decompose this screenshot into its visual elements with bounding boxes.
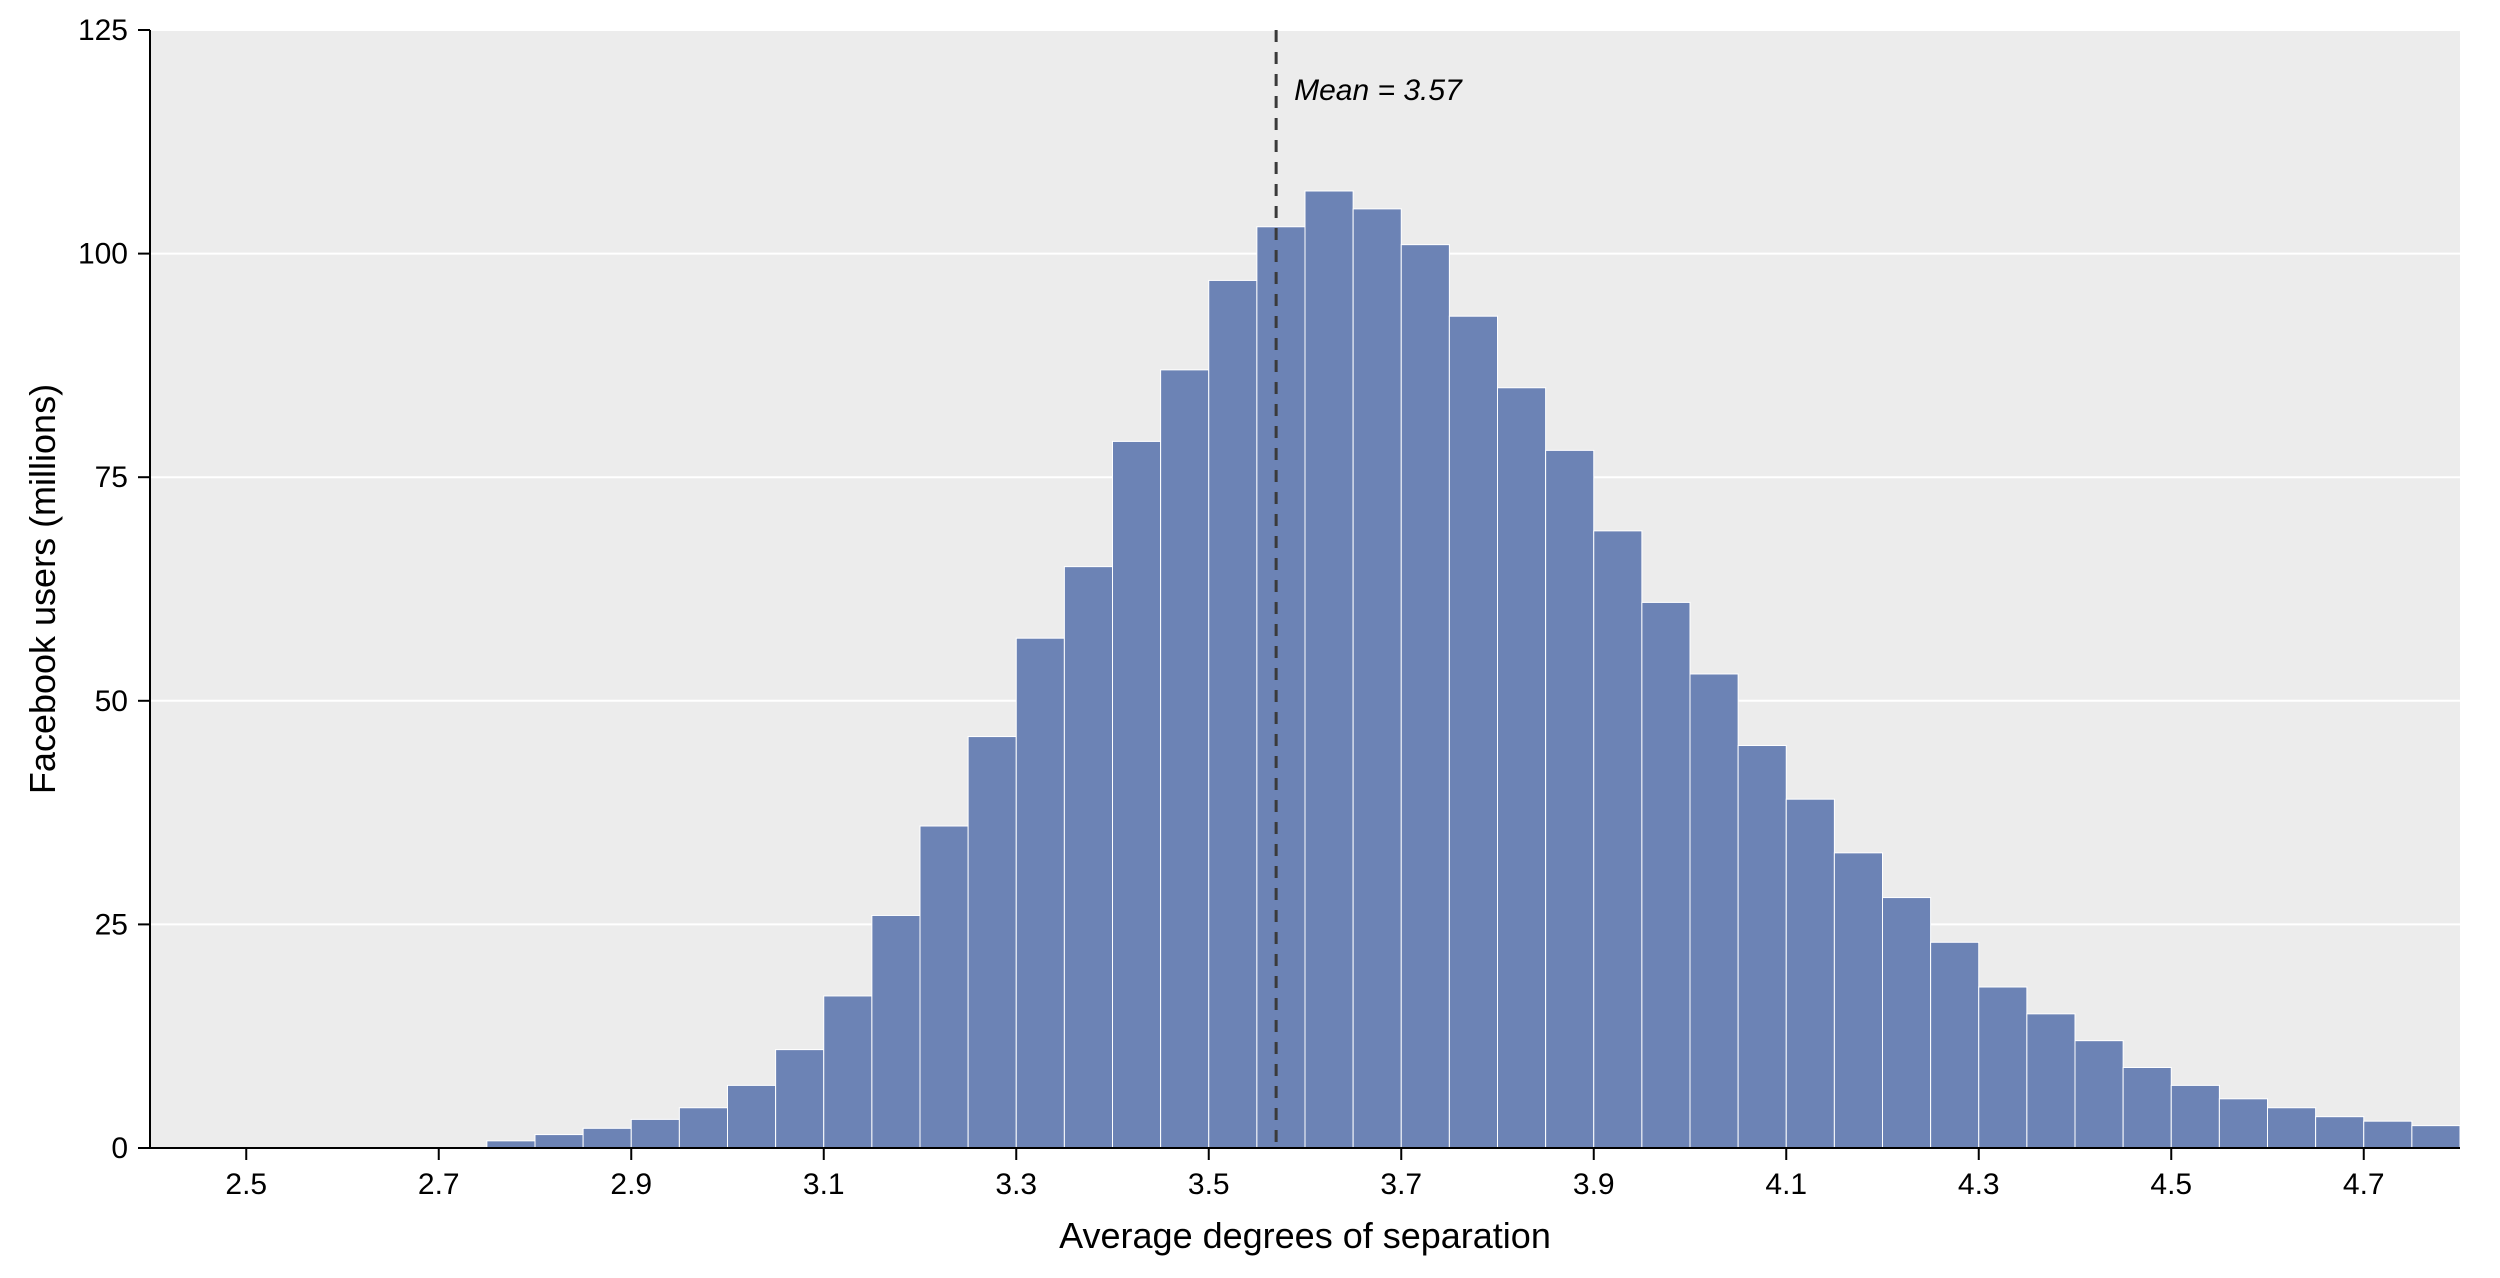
histogram-bar (1546, 450, 1594, 1148)
histogram-bar (1931, 942, 1979, 1148)
histogram-bar (2219, 1099, 2267, 1148)
mean-label: Mean = 3.57 (1294, 74, 1463, 107)
histogram-bar (2268, 1108, 2316, 1148)
y-axis-label: Facebook users (millions) (22, 384, 63, 794)
histogram-bar (2171, 1085, 2219, 1148)
x-tick-label: 3.1 (803, 1168, 845, 1201)
histogram-bar (968, 737, 1016, 1148)
histogram-chart: Mean = 3.57 2.5 2.7 2.9 3.1 3.3 3.5 3.7 3.9 4.1 4.… (0, 0, 2500, 1278)
histogram-bar (1449, 316, 1497, 1148)
x-tick-label: 2.5 (225, 1168, 267, 1201)
y-tick-label: 0 (111, 1132, 128, 1165)
histogram-bar (728, 1085, 776, 1148)
histogram-bar (1209, 280, 1257, 1148)
histogram-bar (872, 915, 920, 1148)
histogram-bar (1883, 898, 1931, 1148)
y-tick-label: 100 (78, 238, 128, 271)
y-tick-label: 50 (95, 685, 128, 718)
histogram-bar (1834, 853, 1882, 1148)
histogram-bar (824, 996, 872, 1148)
histogram-bar (1690, 674, 1738, 1148)
y-tick-label: 125 (78, 14, 128, 47)
y-tick-label: 25 (95, 908, 128, 941)
x-tick-label: 4.5 (2150, 1168, 2192, 1201)
histogram-bar (1016, 638, 1064, 1148)
histogram-bar (1642, 602, 1690, 1148)
y-tick-label: 75 (95, 461, 128, 494)
histogram-bar (2027, 1014, 2075, 1148)
histogram-bar (2364, 1121, 2412, 1148)
histogram-bar (1594, 531, 1642, 1148)
x-tick-label: 4.7 (2343, 1168, 2385, 1201)
histogram-bar (2123, 1068, 2171, 1148)
x-axis-label: Average degrees of separation (1059, 1215, 1551, 1256)
histogram-bar (1064, 567, 1112, 1148)
x-tick-label: 3.9 (1573, 1168, 1615, 1201)
x-tick-label: 4.3 (1958, 1168, 2000, 1201)
histogram-bar (1979, 987, 2027, 1148)
histogram-bar (679, 1108, 727, 1148)
histogram-bar (2412, 1126, 2460, 1148)
histogram-bar (920, 826, 968, 1148)
histogram-bar (487, 1141, 535, 1148)
x-tick-label: 3.5 (1188, 1168, 1230, 1201)
histogram-bar (583, 1128, 631, 1148)
chart-svg: Mean = 3.57 2.5 2.7 2.9 3.1 3.3 3.5 3.7 3.9 4.1 4.… (0, 0, 2500, 1278)
histogram-bar (1161, 370, 1209, 1148)
histogram-bar (631, 1119, 679, 1148)
histogram-bar (1113, 441, 1161, 1148)
histogram-bar (1257, 227, 1305, 1148)
histogram-bar (1738, 746, 1786, 1148)
histogram-bar (1498, 388, 1546, 1148)
x-tick-label: 3.7 (1380, 1168, 1422, 1201)
x-tick-label: 3.3 (995, 1168, 1037, 1201)
histogram-bar (2075, 1041, 2123, 1148)
histogram-bar (1353, 209, 1401, 1148)
histogram-bar (1786, 799, 1834, 1148)
x-tick-label: 2.9 (610, 1168, 652, 1201)
histogram-bar (535, 1135, 583, 1148)
histogram-bar (1305, 191, 1353, 1148)
histogram-bar (776, 1050, 824, 1148)
histogram-bar (1401, 245, 1449, 1148)
x-tick-label: 2.7 (418, 1168, 460, 1201)
x-tick-label: 4.1 (1765, 1168, 1807, 1201)
histogram-bar (2316, 1117, 2364, 1148)
